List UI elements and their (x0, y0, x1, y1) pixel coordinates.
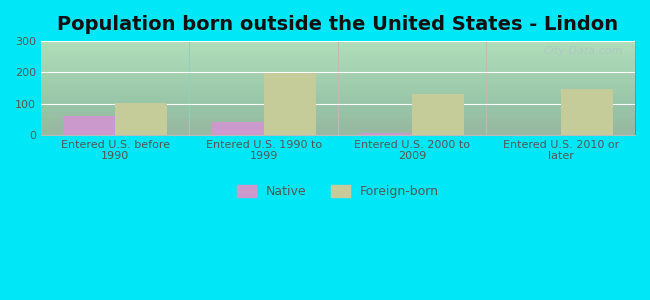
Bar (115, 103, 167, 135)
Bar (264, 73, 316, 135)
Bar (412, 94, 464, 135)
Bar (360, 133, 412, 135)
Bar (212, 122, 264, 135)
Legend: Native, Foreign-born: Native, Foreign-born (232, 180, 444, 203)
Bar (561, 89, 613, 135)
Bar (63, 116, 115, 135)
Text: City-Data.com: City-Data.com (543, 46, 623, 56)
Title: Population born outside the United States - Lindon: Population born outside the United State… (57, 15, 619, 34)
